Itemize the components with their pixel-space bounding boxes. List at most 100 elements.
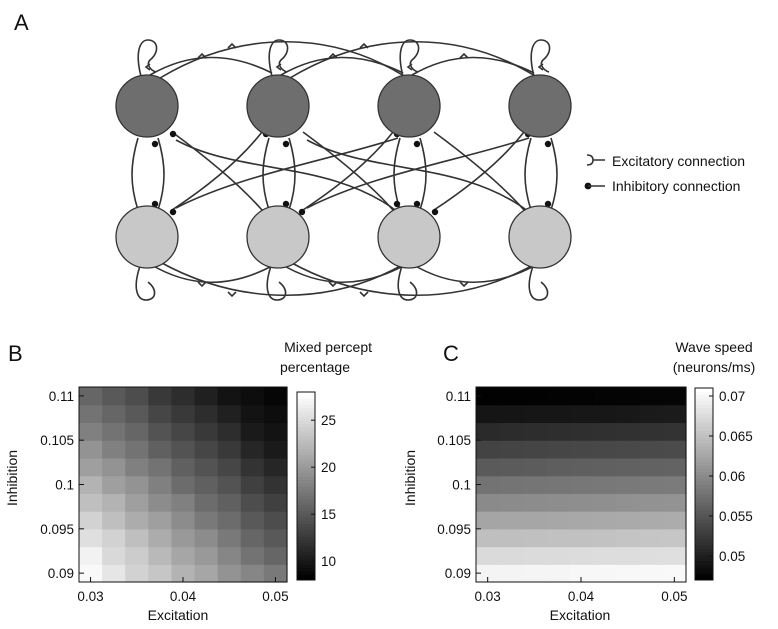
colorbar-segment — [297, 486, 315, 490]
heatmap-cell — [148, 475, 173, 494]
colorbar-segment — [695, 509, 713, 514]
heatmap-cell — [217, 404, 242, 424]
colorbar-segment — [695, 541, 713, 546]
colorbar-segment — [297, 564, 315, 568]
excitatory-symbol-icon — [586, 154, 605, 166]
heatmap-cell — [639, 387, 664, 406]
heatmap-cell — [546, 564, 570, 583]
colorbar-segment — [297, 507, 315, 512]
colorbar-segment — [695, 455, 713, 459]
cross-connections — [131, 131, 558, 213]
heatmap-cell — [522, 493, 547, 512]
heatmap-cell — [79, 493, 103, 512]
heatmap-cell — [194, 511, 219, 530]
heatmap-cell — [522, 387, 547, 406]
heatmap-cell — [171, 564, 196, 583]
xtick-label: 0.03 — [77, 589, 103, 604]
heatmap-cell — [569, 564, 594, 583]
heatmap-cell — [476, 564, 500, 583]
colorbar-segment — [297, 413, 315, 418]
colorbar-segment — [297, 464, 315, 468]
heatmap-cell — [194, 564, 219, 583]
heatmap-cell — [171, 546, 196, 565]
heatmap-cell — [263, 493, 288, 512]
legend-inhibitory: Inhibitory connection — [612, 178, 740, 194]
heatmap-cell — [592, 422, 617, 441]
colorbar-segment — [695, 490, 713, 495]
self-loops-top — [137, 39, 551, 81]
colorbar-segment — [297, 501, 315, 506]
heatmap-cell — [616, 440, 640, 459]
colorbar-segment — [695, 426, 713, 431]
heatmap-cell — [240, 493, 265, 512]
colorbar-segment — [695, 404, 713, 408]
colorbar-segment — [695, 567, 713, 571]
colorbar-segment — [297, 561, 315, 565]
heatmap-cell — [125, 475, 149, 494]
heatmap-cell — [102, 493, 126, 512]
heatmap-cell — [263, 528, 288, 548]
colorbar-tick-label: 0.06 — [719, 469, 745, 484]
colorbar-segment — [297, 536, 315, 540]
colorbar-segment — [297, 454, 315, 459]
colorbar-segment — [297, 395, 315, 399]
heatmap-cell — [194, 387, 219, 406]
heatmap-cell — [217, 546, 242, 565]
heatmap-cell — [171, 493, 196, 512]
heatmap-cell — [125, 422, 149, 441]
heatmap-cell — [546, 493, 570, 512]
heatmap-cell — [639, 511, 664, 530]
colorbar-segment — [297, 533, 315, 537]
heatmap-cell — [476, 404, 500, 424]
colorbar-segment — [695, 400, 713, 405]
heatmap-cell — [522, 457, 547, 477]
heatmap-c-cells — [476, 387, 687, 583]
heatmap-cell — [616, 457, 640, 477]
colorbar-segment — [695, 391, 713, 395]
heatmap-cell — [592, 475, 617, 494]
colorbar-segment — [297, 523, 315, 528]
heatmap-b: Mixed percept percentage 0.09 0.095 0.1 0.1… — [4, 339, 372, 623]
xtick-label: 0.04 — [170, 589, 197, 604]
colorbar-segment — [695, 407, 713, 411]
colorbar-segment — [297, 551, 315, 556]
heatmap-cell — [499, 511, 524, 530]
heatmap-cell — [217, 387, 242, 406]
heatmap-cell — [569, 493, 594, 512]
node-top-2 — [246, 74, 310, 138]
inhibitory-terminals — [151, 130, 552, 216]
heatmap-cell — [171, 404, 196, 424]
colorbar-segment — [695, 397, 713, 402]
heatmap-cell — [240, 564, 265, 583]
colorbar-segment — [695, 512, 713, 517]
legend-excitatory: Excitatory connection — [612, 153, 745, 169]
colorbar-segment — [297, 570, 315, 575]
heatmap-cell — [522, 475, 547, 494]
heatmap-cell — [263, 546, 288, 565]
heatmap-cell — [569, 422, 594, 441]
heatmap-cell — [148, 493, 173, 512]
heatmap-c-ylabel: Inhibition — [402, 450, 418, 506]
colorbar-segment — [297, 504, 315, 509]
heatmap-cell — [102, 422, 126, 441]
heatmap-cell — [79, 422, 103, 441]
ytick-label: 0.1 — [452, 478, 471, 493]
colorbar-segment — [297, 410, 315, 415]
heatmap-cell — [171, 387, 196, 406]
heatmap-cell — [499, 457, 524, 477]
heatmap-cell — [217, 511, 242, 530]
heatmap-cell — [171, 528, 196, 548]
colorbar-b-ticks: 10 15 20 25 — [311, 413, 336, 569]
heatmap-cell — [616, 564, 640, 583]
colorbar-segment — [695, 570, 713, 575]
colorbar-segment — [695, 484, 713, 488]
colorbar-segment — [695, 503, 713, 507]
heatmap-cell — [592, 457, 617, 477]
heatmap-cell — [639, 404, 664, 424]
colorbar-segment — [695, 516, 713, 520]
colorbar-segment — [695, 477, 713, 482]
heatmap-cell — [240, 387, 265, 406]
colorbar-segment — [297, 407, 315, 412]
heatmap-cell — [569, 511, 594, 530]
colorbar-segment — [297, 401, 315, 406]
